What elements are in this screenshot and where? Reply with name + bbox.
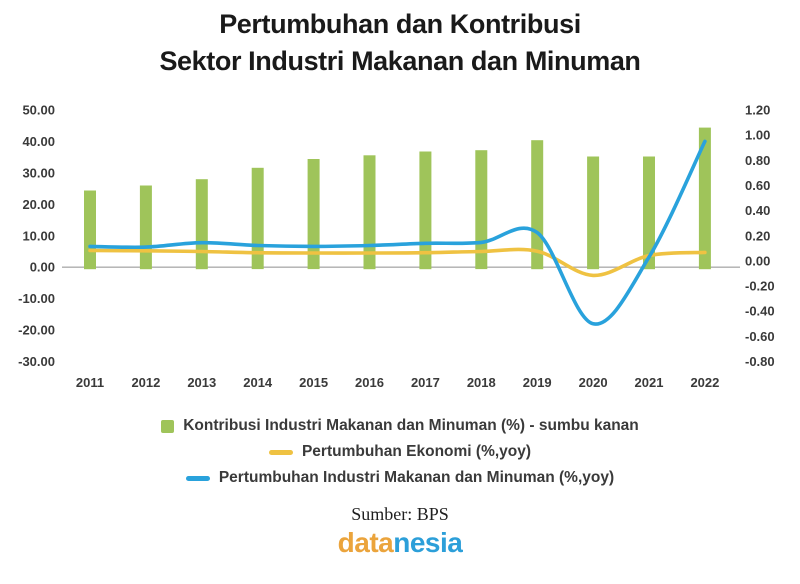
svg-text:2012: 2012: [131, 375, 160, 390]
legend-label-kontribusi: Kontribusi Industri Makanan dan Minuman …: [183, 417, 639, 434]
bar-swatch-icon: [161, 419, 175, 433]
legend-label-pertumbuhan-ekonomi: Pertumbuhan Ekonomi (%,yoy): [301, 443, 532, 460]
svg-text:0.40: 0.40: [745, 203, 770, 218]
svg-text:50.00: 50.00: [22, 103, 55, 118]
svg-text:1.00: 1.00: [745, 128, 770, 143]
datanesia-logo-part1: data: [337, 527, 394, 558]
legend-label-pertumbuhan-industri: Pertumbuhan Industri Makanan dan Minuman…: [218, 469, 615, 486]
svg-text:40.00: 40.00: [22, 134, 55, 149]
svg-text:-0.60: -0.60: [745, 329, 775, 344]
svg-text:-0.20: -0.20: [745, 279, 775, 294]
chart-title-line1: Pertumbuhan dan Kontribusi: [219, 9, 581, 39]
svg-text:20.00: 20.00: [22, 197, 55, 212]
source-text: Sumber: BPS: [351, 504, 449, 524]
blue-line-swatch-icon: [185, 475, 210, 481]
svg-text:10.00: 10.00: [22, 228, 55, 243]
svg-text:-0.80: -0.80: [745, 354, 775, 369]
datanesia-logo: datanesia: [0, 527, 800, 559]
svg-text:1.20: 1.20: [745, 103, 770, 118]
svg-text:30.00: 30.00: [22, 165, 55, 180]
chart-legend: Kontribusi Industri Makanan dan Minuman …: [0, 413, 800, 491]
svg-text:0.00: 0.00: [745, 253, 770, 268]
svg-text:2022: 2022: [690, 375, 719, 390]
svg-text:-10.00: -10.00: [18, 291, 55, 306]
svg-text:2018: 2018: [467, 375, 496, 390]
svg-text:2021: 2021: [635, 375, 664, 390]
legend-item-pertumbuhan-industri: Pertumbuhan Industri Makanan dan Minuman…: [185, 465, 615, 491]
svg-text:2016: 2016: [355, 375, 384, 390]
datanesia-logo-part2: nesia: [393, 527, 463, 558]
svg-text:0.60: 0.60: [745, 178, 770, 193]
svg-text:-0.40: -0.40: [745, 304, 775, 319]
svg-text:2011: 2011: [76, 375, 104, 390]
svg-text:2013: 2013: [187, 375, 216, 390]
svg-text:0.20: 0.20: [745, 228, 770, 243]
legend-item-kontribusi: Kontribusi Industri Makanan dan Minuman …: [161, 413, 639, 439]
svg-text:2017: 2017: [411, 375, 440, 390]
svg-text:2014: 2014: [243, 375, 273, 390]
svg-text:0.00: 0.00: [30, 260, 55, 275]
svg-text:-20.00: -20.00: [18, 323, 55, 338]
svg-text:-30.00: -30.00: [18, 354, 55, 369]
chart-canvas: 50.00 40.00 30.00 20.00 10.00 0.00 -10.00 -20.0…: [18, 103, 775, 391]
yellow-line-swatch-icon: [268, 449, 293, 455]
svg-text:0.80: 0.80: [745, 153, 770, 168]
svg-text:2020: 2020: [579, 375, 608, 390]
svg-text:2015: 2015: [299, 375, 328, 390]
legend-item-pertumbuhan-ekonomi: Pertumbuhan Ekonomi (%,yoy): [268, 439, 532, 465]
chart-title-line2: Sektor Industri Makanan dan Minuman: [159, 46, 641, 76]
chart-title: Pertumbuhan dan Kontribusi Sektor Indust…: [0, 6, 800, 80]
svg-text:2019: 2019: [523, 375, 552, 390]
